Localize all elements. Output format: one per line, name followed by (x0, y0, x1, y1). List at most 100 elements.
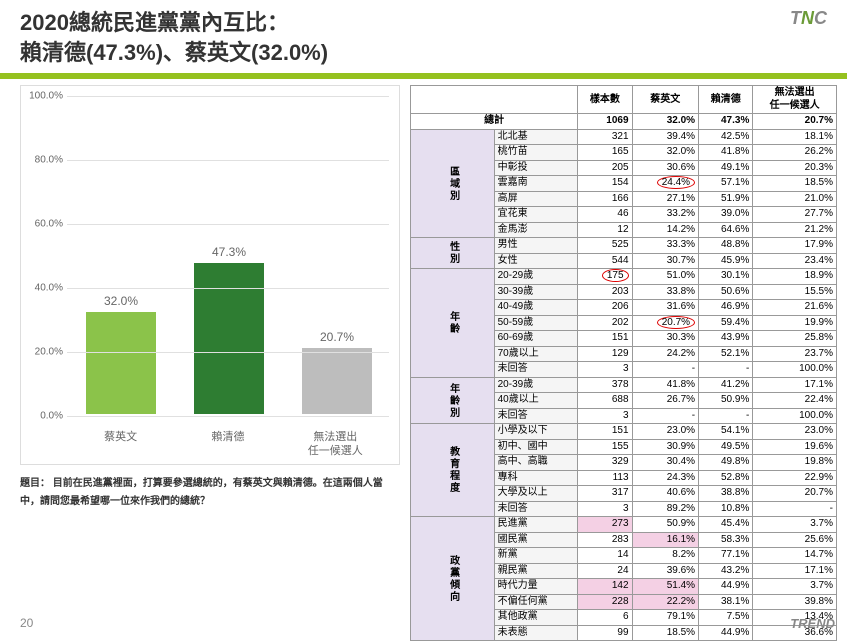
row-head: 新黨 (494, 548, 578, 564)
row-head: 50-59歲 (494, 315, 578, 331)
row-head: 桃竹苗 (494, 145, 578, 161)
cell: 23.0% (632, 424, 699, 440)
cell: - (632, 362, 699, 378)
row-head: 20-39歲 (494, 377, 578, 393)
cell: 16.1% (632, 532, 699, 548)
cell: 51.9% (699, 191, 753, 207)
cell: 175 (578, 269, 632, 285)
cell: 22.2% (632, 594, 699, 610)
cell: 154 (578, 176, 632, 192)
cell: 45.4% (699, 517, 753, 533)
table-row: 年齡20-29歲17551.0%30.1%18.9% (411, 269, 837, 285)
cell: 19.6% (753, 439, 837, 455)
cell: 32.0% (632, 114, 699, 130)
logo: TNC (790, 8, 827, 29)
cell: 33.2% (632, 207, 699, 223)
question-text: 目前在民進黨裡面，打算要參選總統的，有蔡英文與賴清德。在這兩個人當中，請問您最希… (20, 478, 383, 507)
row-head: 雲嘉南 (494, 176, 578, 192)
cell: 30.3% (632, 331, 699, 347)
cell: 89.2% (632, 501, 699, 517)
cell: 30.4% (632, 455, 699, 471)
cell: 151 (578, 331, 632, 347)
row-head: 高中、高職 (494, 455, 578, 471)
cell: 24.3% (632, 470, 699, 486)
row-head: 北北基 (494, 129, 578, 145)
y-axis: 0.0%20.0%40.0%60.0%80.0%100.0% (21, 96, 65, 414)
cell: 33.8% (632, 284, 699, 300)
cell: 42.5% (699, 129, 753, 145)
chart-bar: 20.7% (302, 348, 372, 414)
gridline (67, 96, 389, 97)
cell: 165 (578, 145, 632, 161)
row-head: 專科 (494, 470, 578, 486)
row-head: 未回答 (494, 362, 578, 378)
chart-bar: 47.3% (194, 263, 264, 414)
cell: 525 (578, 238, 632, 254)
row-head: 40-49歲 (494, 300, 578, 316)
gridline (67, 288, 389, 289)
cell: 20.7% (753, 486, 837, 502)
main-content: 0.0%20.0%40.0%60.0%80.0%100.0% 32.0%47.3… (0, 85, 847, 641)
row-head: 不偏任何黨 (494, 594, 578, 610)
group-header: 年齡 (411, 269, 495, 378)
row-head: 70歲以上 (494, 346, 578, 362)
bar-value-label: 47.3% (194, 245, 264, 259)
y-tick: 0.0% (40, 411, 63, 422)
group-header: 性別 (411, 238, 495, 269)
col-header (411, 86, 578, 114)
cell: 1069 (578, 114, 632, 130)
cell: 3 (578, 408, 632, 424)
cell: 49.1% (699, 160, 753, 176)
cell: 46.9% (699, 300, 753, 316)
cell: 51.4% (632, 579, 699, 595)
cell: 48.8% (699, 238, 753, 254)
table-row: 區域別北北基32139.4%42.5%18.1% (411, 129, 837, 145)
chart-panel: 0.0%20.0%40.0%60.0%80.0%100.0% 32.0%47.3… (20, 85, 400, 641)
cell: 17.1% (753, 563, 837, 579)
cell: 151 (578, 424, 632, 440)
table-row: 年齡別20-39歲37841.8%41.2%17.1% (411, 377, 837, 393)
cell: 51.0% (632, 269, 699, 285)
cell: 19.9% (753, 315, 837, 331)
gridline (67, 352, 389, 353)
cell: 14.7% (753, 548, 837, 564)
row-head: 大學及以上 (494, 486, 578, 502)
cell: 23.4% (753, 253, 837, 269)
y-tick: 100.0% (29, 91, 63, 102)
cell: 17.9% (753, 238, 837, 254)
gridline (67, 160, 389, 161)
cell: 3 (578, 501, 632, 517)
cell: 8.2% (632, 548, 699, 564)
cell: 100.0% (753, 408, 837, 424)
cell: 26.7% (632, 393, 699, 409)
cell: 15.5% (753, 284, 837, 300)
cell: 142 (578, 579, 632, 595)
group-header: 教育程度 (411, 424, 495, 517)
row-head: 民進黨 (494, 517, 578, 533)
cell: 14.2% (632, 222, 699, 238)
cell: 24.4% (632, 176, 699, 192)
cell: 203 (578, 284, 632, 300)
y-tick: 40.0% (35, 283, 63, 294)
survey-question: 題目： 目前在民進黨裡面，打算要參選總統的，有蔡英文與賴清德。在這兩個人當中，請… (20, 475, 400, 511)
cell: 45.9% (699, 253, 753, 269)
cell: 20.7% (632, 315, 699, 331)
row-head: 20-29歲 (494, 269, 578, 285)
cell: 113 (578, 470, 632, 486)
y-tick: 60.0% (35, 219, 63, 230)
question-label: 題目： (20, 478, 50, 489)
cell: 17.1% (753, 377, 837, 393)
cell: 166 (578, 191, 632, 207)
cell: 30.7% (632, 253, 699, 269)
cell: 43.9% (699, 331, 753, 347)
cell: 129 (578, 346, 632, 362)
row-head: 中彰投 (494, 160, 578, 176)
cell: 329 (578, 455, 632, 471)
x-axis-labels: 蔡英文賴清德無法選出任一候選人 (67, 430, 389, 459)
gridline (67, 224, 389, 225)
footer: 20 TREND (20, 616, 835, 631)
chart-plot: 32.0%47.3%20.7% (67, 96, 389, 414)
cell: 64.6% (699, 222, 753, 238)
cell: 317 (578, 486, 632, 502)
table-header-row: 樣本數蔡英文賴清德無法選出任一候選人 (411, 86, 837, 114)
